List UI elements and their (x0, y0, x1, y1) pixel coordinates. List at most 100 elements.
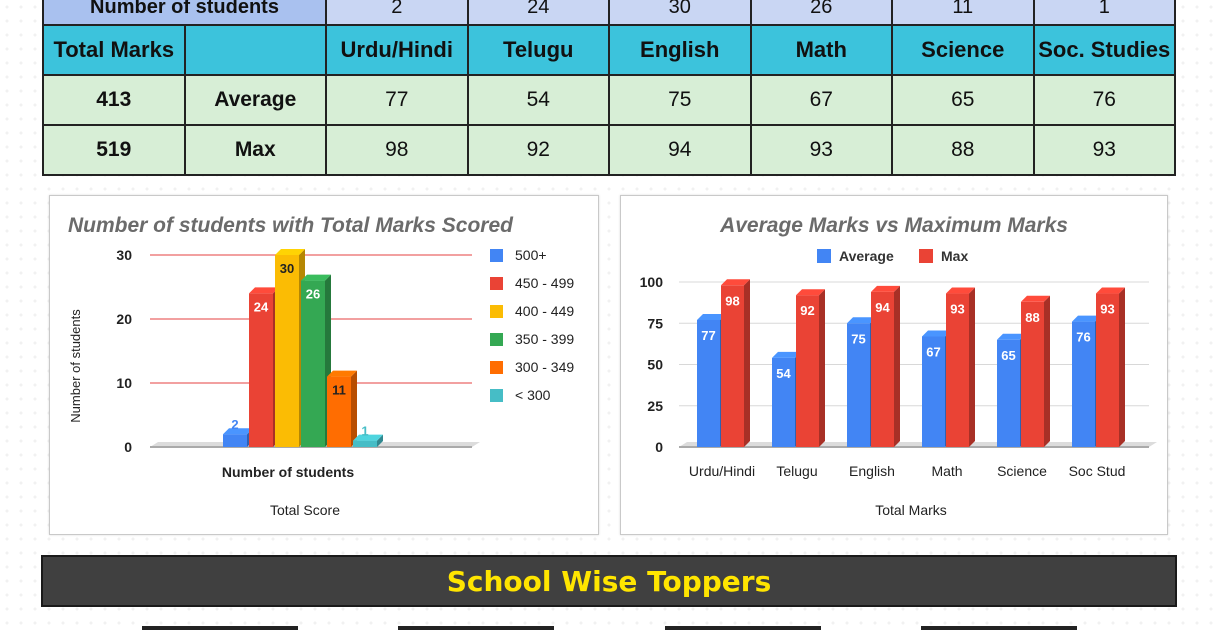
bar (223, 434, 247, 447)
students-by-score-chart: Number of students with Total Marks Scor… (68, 214, 574, 518)
max-row: 519 Max 98 92 94 93 88 93 (42, 124, 1176, 176)
bar-side (969, 287, 975, 447)
students-by-score-chart-panel: Number of students with Total Marks Scor… (49, 195, 599, 535)
bar-top (353, 434, 383, 441)
legend-label: 350 - 399 (515, 331, 574, 347)
bar-side (819, 289, 825, 447)
bar-data-label: 94 (875, 300, 890, 315)
bar-top (847, 317, 876, 324)
bar (922, 336, 945, 447)
max-cell: 88 (891, 124, 1035, 176)
students-count-cell: 2 (325, 0, 469, 26)
bar-top (922, 330, 951, 337)
y-tick-label: 100 (640, 274, 664, 290)
bar-top (275, 249, 305, 255)
students-count-cell: 30 (608, 0, 752, 26)
legend-swatch (490, 361, 503, 374)
bar-data-label: 76 (1076, 330, 1090, 345)
x-tick-label: Telugu (776, 463, 817, 479)
y-tick-label: 25 (647, 398, 663, 414)
max-cell: 93 (749, 124, 893, 176)
average-cell: 77 (325, 74, 469, 126)
legend-label: < 300 (515, 387, 551, 403)
legend-swatch (919, 249, 933, 263)
bar-top (871, 285, 900, 292)
average-label: Average (183, 74, 327, 126)
legend-label: 450 - 499 (515, 275, 574, 291)
bar-top (301, 274, 331, 281)
bar (249, 293, 273, 447)
bar-data-label: 93 (950, 302, 964, 317)
average-vs-max-chart-panel: Average Marks vs Maximum Marks Average Max… (620, 195, 1168, 535)
x-tick-label: Science (997, 463, 1047, 479)
y-axis-title: Number of students (68, 309, 83, 423)
x-axis-title: Total Marks (875, 502, 947, 518)
legend-swatch (490, 305, 503, 318)
legend-swatch (490, 333, 503, 346)
legend-label: Max (941, 248, 968, 264)
students-count-cell: 24 (466, 0, 610, 26)
topper-card-edge (142, 626, 298, 630)
max-total: 519 (42, 124, 186, 176)
bar (1072, 321, 1095, 447)
bar-top (1072, 315, 1101, 322)
bar-data-label: 93 (1100, 302, 1114, 317)
y-tick-label: 0 (655, 439, 663, 455)
y-tick-label: 10 (116, 375, 132, 391)
bar (946, 293, 969, 447)
bar-top (327, 370, 357, 377)
bar-data-label: 11 (332, 383, 346, 398)
average-vs-max-chart: Average Marks vs Maximum Marks Average Max… (640, 214, 1157, 518)
x-tick-label: Urdu/Hindi (689, 463, 755, 479)
y-tick-label: 20 (116, 311, 132, 327)
bar-data-label: 77 (701, 328, 715, 343)
students-count-cell: 26 (749, 0, 893, 26)
bar-side (377, 434, 383, 447)
bar-top (772, 351, 801, 358)
x-tick-label: English (849, 463, 895, 479)
bar-data-label: 65 (1001, 348, 1015, 363)
max-label: Max (183, 124, 327, 176)
bar-top (721, 279, 750, 286)
bar-top (946, 287, 975, 294)
y-tick-label: 0 (124, 439, 132, 455)
bar (847, 323, 870, 447)
summary-table: Number of students 2 24 30 26 11 1 Total… (42, 0, 1176, 176)
bar-top (249, 287, 279, 294)
bar-data-label: 92 (800, 303, 814, 318)
students-count-cell: 1 (1032, 0, 1176, 26)
max-cell: 93 (1032, 124, 1176, 176)
bar (997, 339, 1020, 447)
bar-data-label: 30 (280, 261, 294, 276)
y-tick-label: 75 (647, 315, 663, 331)
bar-data-label: 54 (776, 366, 791, 381)
bar-data-label: 88 (1025, 310, 1039, 325)
bar (871, 291, 894, 447)
legend-swatch (490, 249, 503, 262)
bar (772, 357, 795, 447)
legend-label: 500+ (515, 247, 547, 263)
header-row: Total Marks Urdu/Hindi Telugu English Ma… (42, 24, 1176, 76)
chart-title: Average Marks vs Maximum Marks (719, 214, 1068, 237)
chart-title: Number of students with Total Marks Scor… (68, 214, 514, 237)
bar-top (697, 313, 726, 320)
bar-top (1096, 287, 1125, 294)
bar-top (223, 428, 253, 435)
x-axis-title: Total Score (270, 502, 340, 518)
bar (275, 255, 299, 447)
subject-header: Urdu/Hindi (325, 24, 469, 76)
bar (721, 285, 744, 447)
bar-data-label: 1 (361, 424, 368, 439)
bar-data-label: 2 (231, 417, 238, 432)
bar-side (894, 285, 900, 447)
x-tick-label: Soc Stud (1069, 463, 1126, 479)
legend-swatch (817, 249, 831, 263)
legend-swatch (490, 389, 503, 402)
average-cell: 65 (891, 74, 1035, 126)
bar-data-label: 98 (725, 293, 739, 308)
bar (327, 376, 351, 447)
blank-header (183, 24, 327, 76)
max-cell: 94 (608, 124, 752, 176)
bar-top (796, 289, 825, 296)
x-tick-label: Math (931, 463, 962, 479)
